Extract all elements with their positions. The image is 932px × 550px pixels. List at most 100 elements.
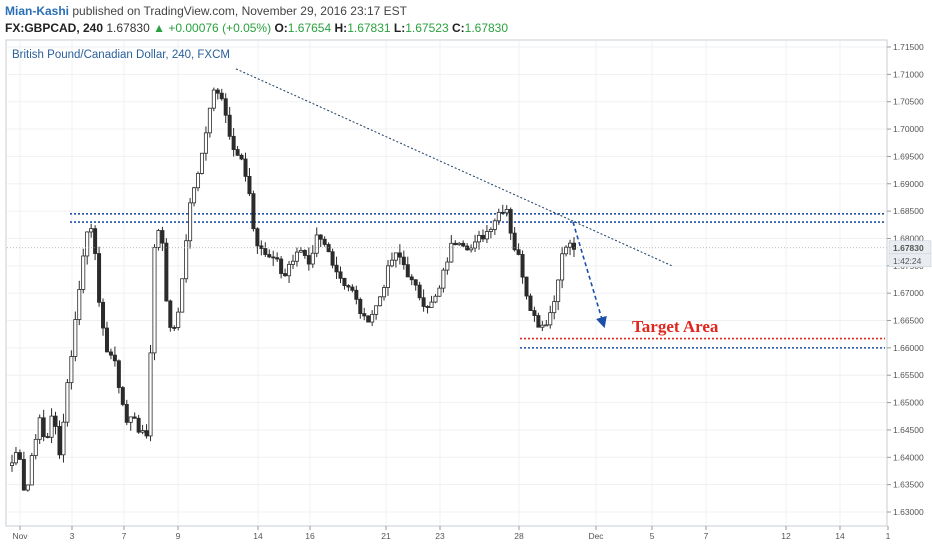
candle bbox=[37, 414, 42, 445]
time-axis: Nov 3 7 9 14 16 21 23 28 Dec 5 7 12 14 1 bbox=[6, 525, 891, 541]
candle bbox=[243, 152, 248, 182]
candle-body bbox=[342, 277, 347, 286]
candle-body bbox=[263, 248, 268, 255]
candle-body bbox=[556, 279, 561, 302]
candle bbox=[342, 277, 347, 290]
time-tick-label: 5 bbox=[650, 531, 655, 541]
candle bbox=[136, 414, 141, 434]
open-value: 1.67654 bbox=[287, 21, 332, 35]
candle bbox=[492, 218, 497, 235]
candle bbox=[101, 298, 106, 336]
candle-body bbox=[259, 245, 264, 249]
price-tick-label: 1.65500 bbox=[893, 370, 924, 380]
price-tick-label: 1.65000 bbox=[893, 398, 924, 408]
candle bbox=[65, 379, 70, 427]
candles bbox=[9, 87, 577, 492]
candle-body bbox=[496, 211, 501, 222]
candle-body bbox=[199, 152, 204, 174]
candle bbox=[457, 242, 462, 246]
candle bbox=[176, 307, 181, 331]
candle bbox=[33, 434, 38, 460]
symbol-label: FX:GBPCAD, 240 bbox=[5, 21, 104, 35]
candle bbox=[271, 250, 276, 267]
open-label: O: bbox=[274, 21, 288, 35]
price-tick-label: 1.67000 bbox=[893, 288, 924, 298]
candle bbox=[160, 226, 165, 251]
candle bbox=[140, 424, 145, 435]
candle-body bbox=[156, 230, 161, 248]
candle-body bbox=[520, 254, 525, 278]
candle bbox=[413, 279, 418, 291]
time-tick-label: Dec bbox=[588, 531, 604, 541]
candle bbox=[124, 399, 129, 426]
candle-body bbox=[302, 250, 307, 256]
candle-body bbox=[37, 417, 42, 440]
change-value: +0.00076 (+0.05%) bbox=[168, 21, 272, 35]
candle bbox=[263, 242, 268, 257]
candle-body bbox=[160, 230, 165, 244]
candle bbox=[93, 225, 98, 261]
candle bbox=[21, 451, 26, 491]
candle bbox=[441, 267, 446, 293]
candle bbox=[449, 235, 454, 263]
candle-body bbox=[49, 415, 54, 438]
candle-body bbox=[188, 202, 193, 242]
price-tick-label: 1.64500 bbox=[893, 425, 924, 435]
candle bbox=[211, 87, 216, 112]
candle-body bbox=[385, 265, 390, 288]
candle-body bbox=[477, 234, 482, 243]
candle bbox=[247, 167, 252, 197]
candle-body bbox=[437, 287, 442, 297]
candle-body bbox=[290, 260, 295, 265]
candle bbox=[508, 207, 513, 240]
candle bbox=[374, 305, 379, 320]
candle-body bbox=[120, 387, 125, 405]
candle-body bbox=[267, 254, 272, 258]
candle bbox=[453, 240, 458, 246]
candle-body bbox=[279, 258, 284, 274]
candle-body bbox=[97, 253, 102, 303]
time-tick-label: 3 bbox=[70, 531, 75, 541]
candle-body bbox=[544, 324, 549, 327]
candle bbox=[310, 245, 315, 268]
candle bbox=[49, 408, 54, 444]
candle bbox=[429, 295, 434, 308]
candle-body bbox=[469, 247, 474, 251]
candle-body bbox=[552, 301, 557, 314]
candle-body bbox=[564, 246, 569, 255]
candle bbox=[433, 294, 438, 304]
time-tick-label: 21 bbox=[381, 531, 391, 541]
candle-body bbox=[136, 417, 141, 433]
candle-body bbox=[211, 89, 216, 109]
candle-body bbox=[358, 298, 363, 314]
price-tick-label: 1.70000 bbox=[893, 124, 924, 134]
candle-body bbox=[192, 187, 197, 204]
candle-body bbox=[366, 315, 371, 323]
candle-body bbox=[480, 234, 485, 240]
candle-body bbox=[397, 252, 402, 258]
candle bbox=[480, 229, 485, 243]
candle-body bbox=[572, 242, 577, 250]
candle-body bbox=[140, 430, 145, 433]
time-tick-label: 1 bbox=[886, 531, 891, 541]
candle bbox=[290, 254, 295, 269]
candle bbox=[184, 234, 189, 283]
author-name[interactable]: Mian-Kashi bbox=[5, 4, 70, 18]
candle-body bbox=[77, 289, 82, 320]
candle bbox=[29, 452, 34, 486]
price-tick-label: 1.71500 bbox=[893, 42, 924, 52]
price-tick-label: 1.68000 bbox=[893, 233, 924, 243]
candle bbox=[188, 198, 193, 249]
candle-body bbox=[85, 231, 90, 257]
candle-body bbox=[449, 242, 454, 263]
candle-body bbox=[13, 452, 18, 464]
candle-body bbox=[148, 352, 153, 437]
candle bbox=[85, 231, 90, 265]
candle bbox=[116, 359, 121, 394]
price-axis: 1.63000 1.63500 1.64000 1.64500 1.65000 1.655… bbox=[886, 40, 932, 526]
price-tick-label: 1.66000 bbox=[893, 343, 924, 353]
candle bbox=[536, 312, 541, 328]
chart-title: British Pound/Canadian Dollar, 240, FXCM bbox=[12, 49, 230, 61]
time-tick-label: 16 bbox=[305, 531, 315, 541]
